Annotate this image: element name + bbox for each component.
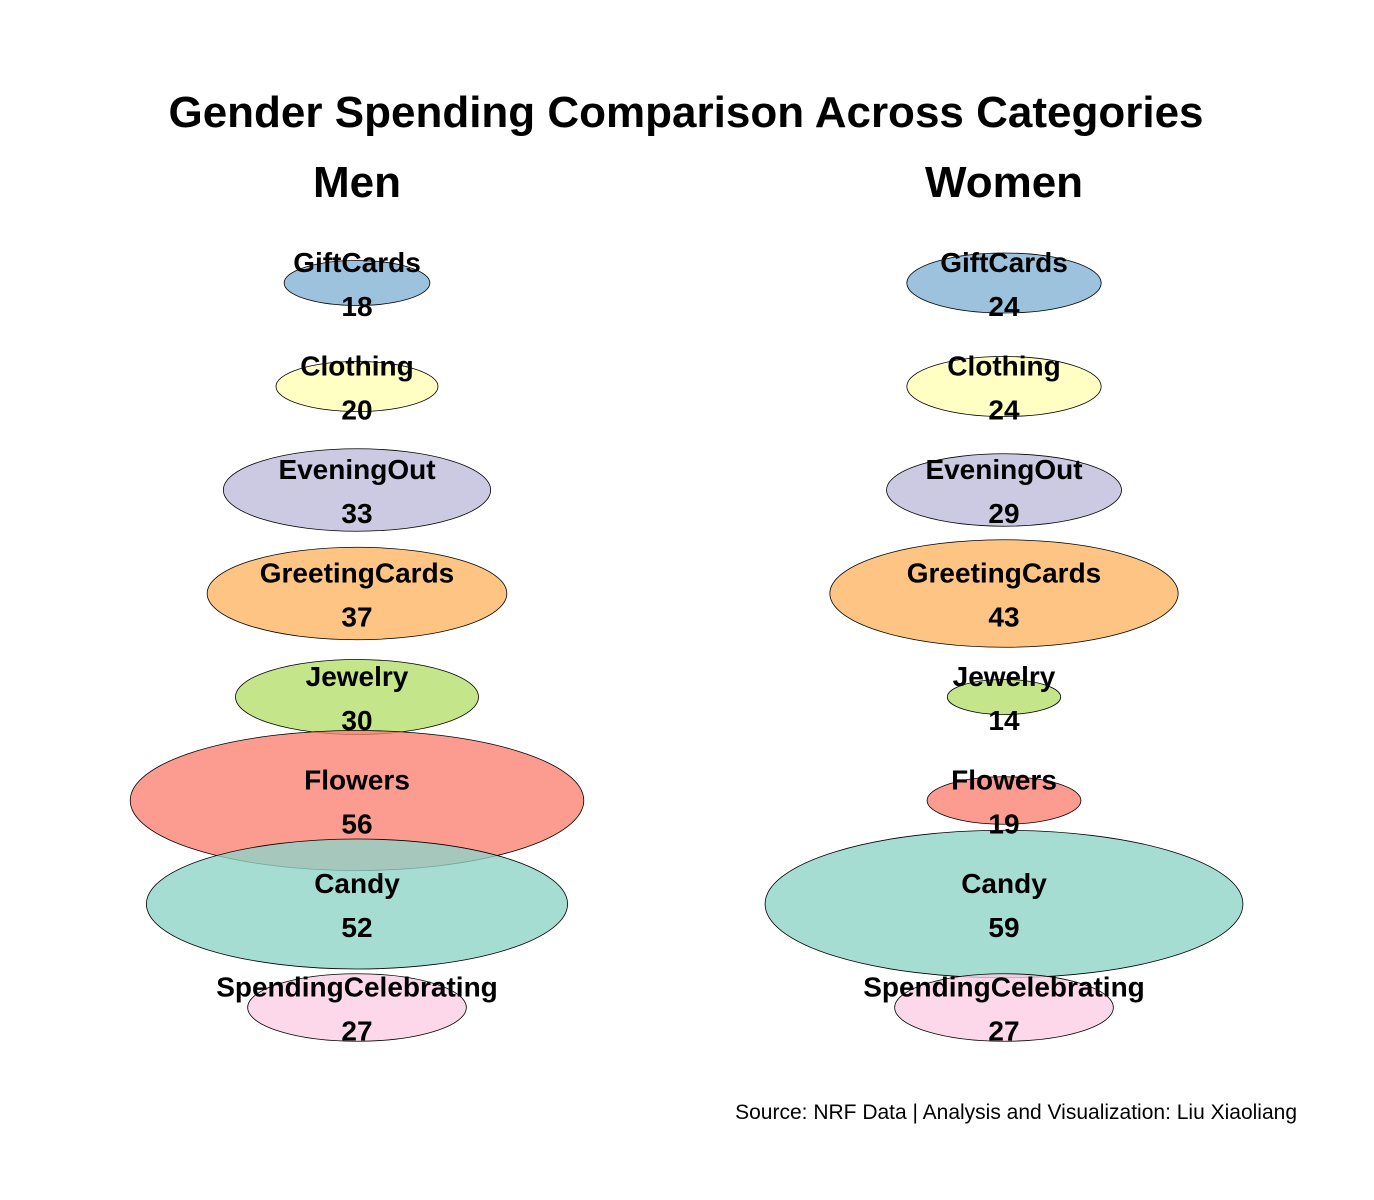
category-label: Jewelry [306, 661, 409, 692]
bubble-women-spendingcelebrating [894, 973, 1114, 1042]
category-label: GreetingCards [260, 558, 455, 589]
value-label: 20 [341, 395, 372, 426]
chart-title: Gender Spending Comparison Across Catego… [168, 88, 1203, 137]
panels: Men GiftCards 18 Clothing 20 EveningOut 33 Gree… [129, 158, 1244, 1047]
value-label: 43 [988, 602, 1019, 633]
category-label: Flowers [304, 765, 410, 796]
panel-title-women: Women [925, 158, 1083, 207]
bubble-men-candy [145, 838, 569, 970]
bubble-women-eveningout [886, 453, 1122, 527]
bubble-men-spendingcelebrating [247, 973, 467, 1042]
category-label: Candy [961, 868, 1047, 899]
bubble-women-giftcards [906, 252, 1102, 314]
value-label: 24 [988, 291, 1020, 322]
value-label: 19 [988, 809, 1019, 840]
category-label: Jewelry [953, 661, 1056, 692]
bubble-women-clothing [906, 356, 1102, 417]
value-label: 27 [988, 1016, 1019, 1047]
category-label: SpendingCelebrating [216, 972, 498, 1003]
bubble-men-giftcards [283, 260, 431, 306]
bubble-women-jewelry [946, 679, 1062, 715]
category-label: GiftCards [293, 247, 421, 278]
bubble-women-flowers [926, 776, 1082, 825]
bubble-men-clothing [275, 361, 439, 412]
bubble-women-candy [764, 829, 1244, 979]
bubble-men-greetingcards [206, 546, 508, 641]
value-label: 52 [341, 912, 372, 943]
value-label: 59 [988, 912, 1019, 943]
category-label: EveningOut [925, 454, 1082, 485]
category-label: Clothing [947, 351, 1061, 382]
value-label: 30 [341, 705, 372, 736]
bubble-women-greetingcards [829, 539, 1179, 648]
value-label: 56 [341, 809, 372, 840]
value-label: 37 [341, 602, 372, 633]
value-label: 29 [988, 498, 1019, 529]
bubble-men-eveningout [222, 448, 492, 532]
panel-title-men: Men [313, 158, 401, 207]
category-label: Clothing [300, 351, 414, 382]
category-label: GiftCards [940, 247, 1068, 278]
chart-caption: Source: NRF Data | Analysis and Visualiz… [735, 1101, 1297, 1124]
value-label: 24 [988, 395, 1020, 426]
category-label: EveningOut [278, 454, 435, 485]
category-label: Candy [314, 868, 400, 899]
value-label: 18 [341, 291, 372, 322]
category-label: GreetingCards [907, 558, 1102, 589]
category-label: Flowers [951, 765, 1057, 796]
value-label: 33 [341, 498, 372, 529]
value-label: 14 [988, 705, 1020, 736]
value-label: 27 [341, 1016, 372, 1047]
category-label: SpendingCelebrating [863, 972, 1145, 1003]
